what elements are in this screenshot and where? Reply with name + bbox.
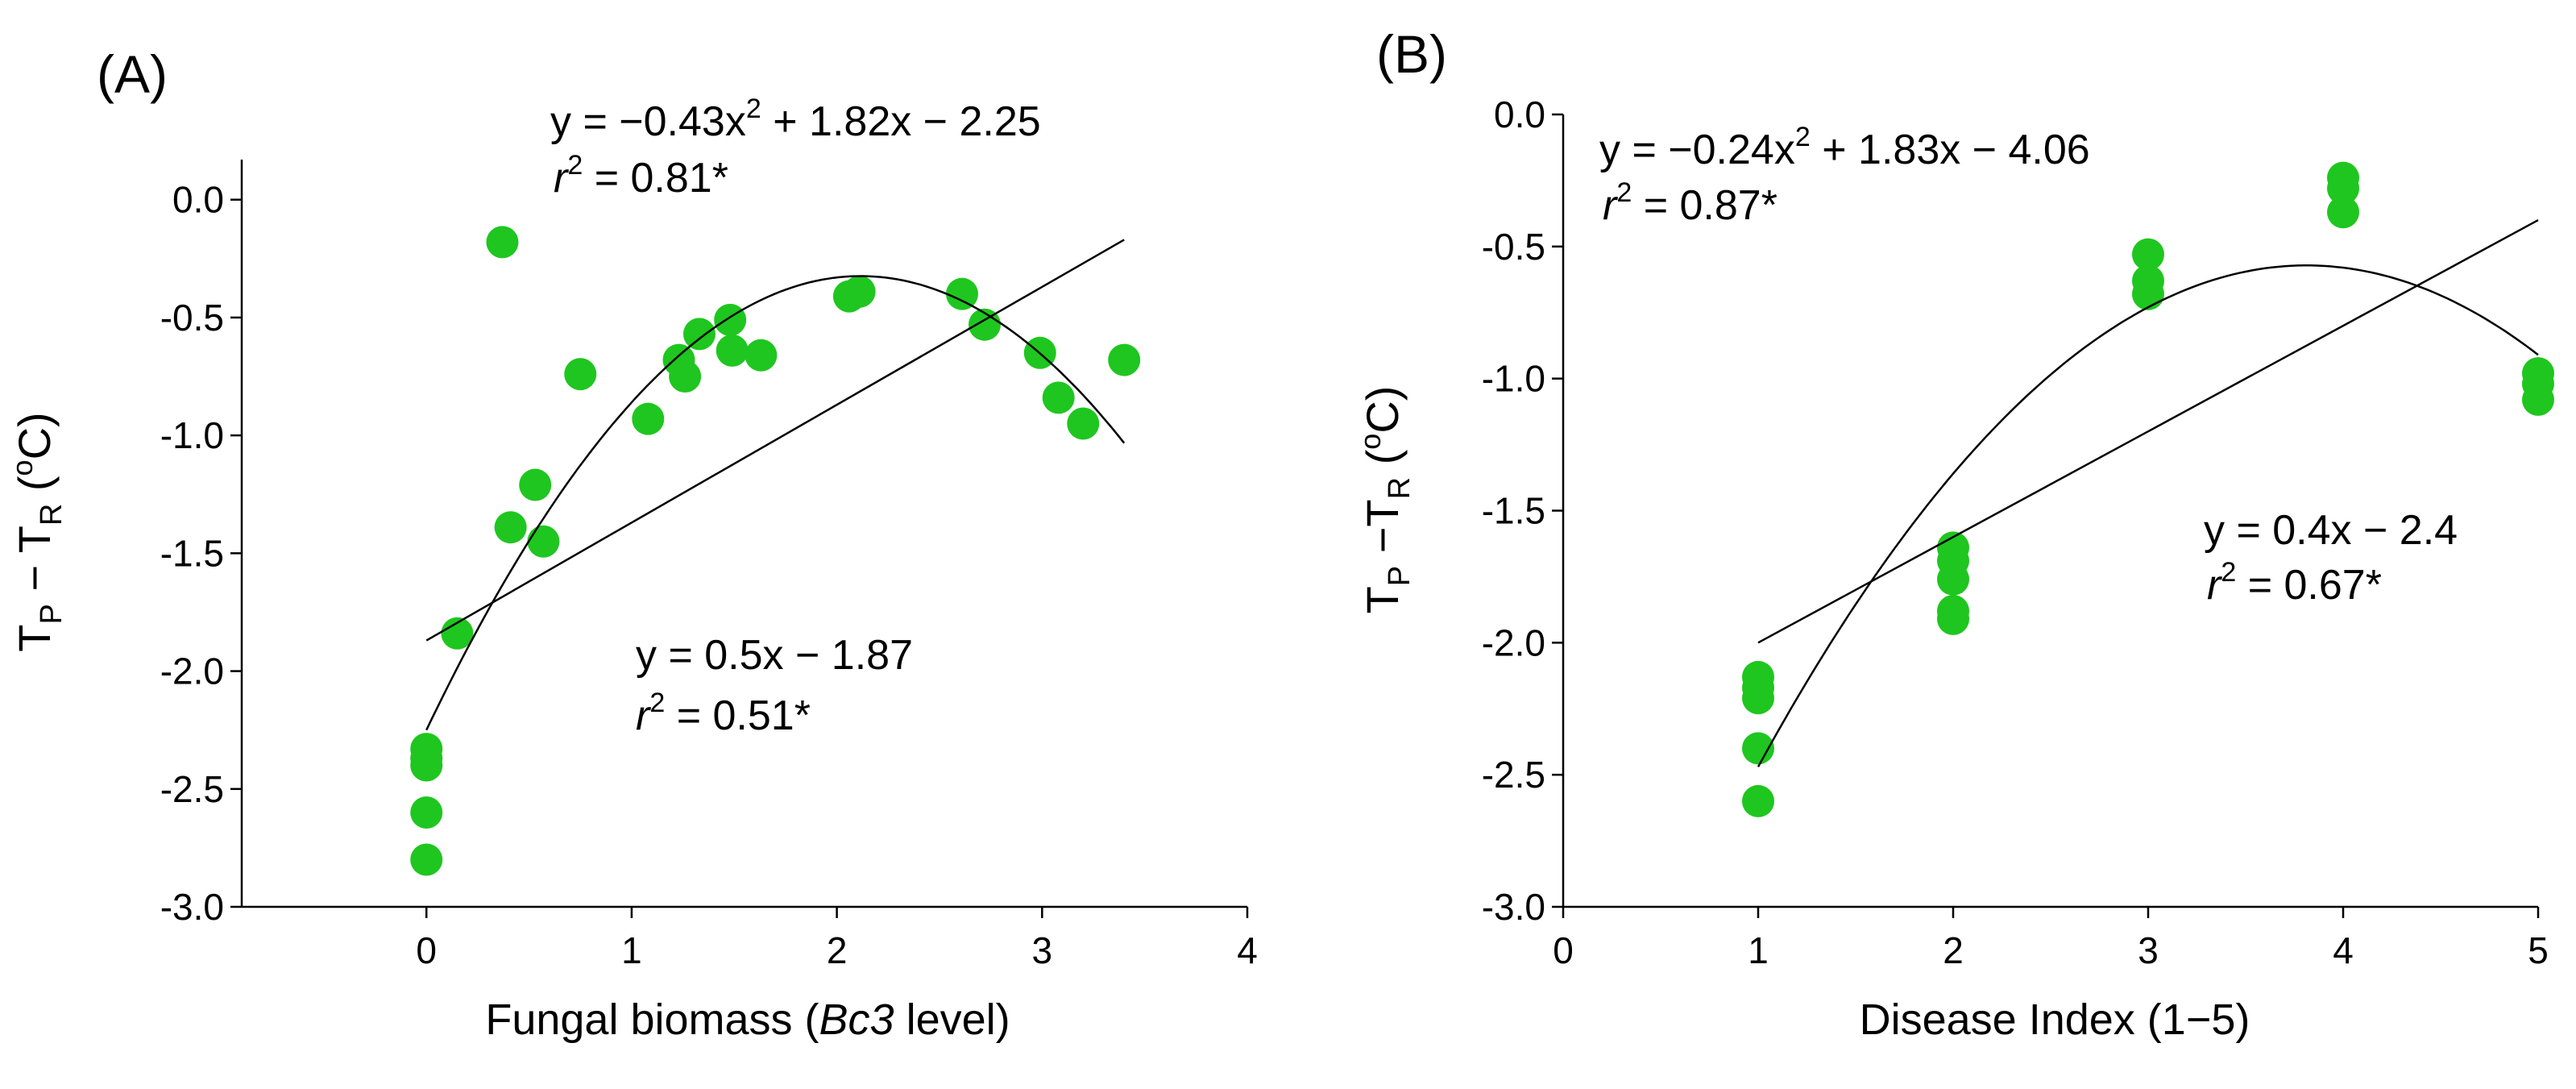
panel-a-quadratic-equation: y = −0.43x2 + 1.82x − 2.25 (550, 94, 1041, 145)
panel-a-y-tick-label: -3.0 (160, 886, 224, 928)
panel-b-data-point (2132, 277, 2164, 310)
panel-a-x-tick-label: 4 (1237, 929, 1258, 971)
panel-a-x-tick-label: 1 (621, 929, 642, 971)
panel-b-y-tick-label: -1.5 (1482, 490, 1545, 532)
panel-a: (A) 0.0 -0.5 -1.0 -1.5 -2.0 -2.5 -3.0 0 1 2 3 4 y … (6, 44, 1258, 1044)
panel-a-quadratic-r2: r2 = 0.81* (554, 150, 728, 202)
panel-b-x-axis-label: Disease Index (1−5) (1860, 995, 2250, 1044)
panel-a-data-point (519, 468, 552, 501)
panel-b-linear-equation: y = 0.4x − 2.4 (2204, 507, 2458, 554)
panel-b-data-point (2132, 238, 2164, 271)
panel-b-x-tick-label: 1 (1748, 929, 1769, 971)
panel-a-linear-equation: y = 0.5x − 1.87 (636, 632, 913, 679)
panel-b-linear-fit (1757, 218, 2539, 644)
panel-a-data-point (682, 318, 716, 351)
panel-a-x-axis-label: Fungal biomass (Bc3 level) (485, 995, 1010, 1044)
panel-b-x-ticks: 0 1 2 3 4 5 (1553, 907, 2549, 971)
panel-a-data-point (716, 334, 749, 367)
panel-a-data-point (968, 308, 1001, 341)
panel-b-label: (B) (1376, 24, 1447, 84)
panel-a-data-point (1042, 381, 1075, 414)
panel-a-data-point (745, 339, 778, 372)
panel-a-data-point (1108, 343, 1141, 376)
panel-b-data-point (2522, 383, 2554, 416)
panel-a-points (410, 226, 1141, 876)
panel-a-data-point (1067, 407, 1100, 440)
panel-a-data-point (441, 617, 474, 650)
panel-b-x-tick-label: 3 (2138, 929, 2159, 971)
panel-b-y-tick-label: -1.0 (1482, 358, 1545, 400)
panel-a-y-tick-label: 0.0 (172, 179, 224, 221)
panel-a-y-ticks: 0.0 -0.5 -1.0 -1.5 -2.0 -2.5 -3.0 (160, 179, 242, 928)
panel-a-linear-r2: r2 = 0.51* (636, 688, 811, 739)
panel-a-data-point (410, 796, 443, 829)
panel-a-y-tick-label: -1.0 (160, 414, 224, 456)
panel-b-data-point (2327, 172, 2359, 205)
panel-b-x-tick-label: 5 (2528, 929, 2549, 971)
panel-b-x-tick-label: 4 (2333, 929, 2354, 971)
panel-b-y-ticks: 0.0 -0.5 -1.0 -1.5 -2.0 -2.5 -3.0 (1482, 94, 1563, 928)
panel-a-data-point (494, 511, 527, 544)
panel-a-x-tick-label: 2 (827, 929, 848, 971)
panel-b-data-point (1937, 602, 1969, 635)
panel-b-data-point (2327, 196, 2359, 229)
panel-a-y-axis-label: TP − TR (oC) (6, 412, 68, 651)
panel-a-x-tick-label: 0 (416, 929, 437, 971)
panel-a-data-point (843, 275, 876, 308)
panel-b-linear-r2: r2 = 0.67* (2207, 557, 2382, 609)
panel-b-x-tick-label: 2 (1943, 929, 1964, 971)
panel-a-y-tick-label: -2.0 (160, 650, 224, 692)
panel-b-data-point (1742, 682, 1774, 715)
panel-b-points (1742, 161, 2554, 817)
panel-b-data-point (1742, 732, 1774, 765)
panel-a-y-tick-label: -1.5 (160, 532, 224, 574)
panel-b-y-tick-label: -3.0 (1482, 886, 1545, 928)
panel-a-data-point (564, 358, 597, 391)
panel-a-x-tick-label: 3 (1032, 929, 1053, 971)
panel-a-y-tick-label: -0.5 (160, 297, 224, 339)
panel-b-quadratic-equation: y = −0.24x2 + 1.83x − 4.06 (1599, 122, 2090, 173)
panel-a-y-tick-label: -2.5 (160, 768, 224, 810)
panel-a-data-point (632, 402, 665, 435)
panel-a-linear-fit (425, 239, 1125, 642)
panel-a-label: (A) (97, 44, 168, 104)
panel-a-quadratic-fit (425, 275, 1126, 731)
panel-a-data-point (410, 843, 443, 876)
panel-b-y-axis-label: TP −TR (oC) (1354, 386, 1417, 614)
panel-b-y-tick-label: -2.0 (1482, 621, 1545, 663)
panel-b-x-tick-label: 0 (1553, 929, 1574, 971)
panel-b-quadratic-r2: r2 = 0.87* (1603, 177, 1777, 229)
panel-a-data-point (945, 277, 978, 310)
panel-b-data-point (1742, 784, 1774, 817)
panel-a-x-ticks: 0 1 2 3 4 (416, 907, 1258, 971)
panel-b-y-tick-label: 0.0 (1494, 94, 1545, 135)
panel-a-data-point (527, 525, 560, 558)
panel-b-quadratic-fit (1757, 264, 2539, 767)
panel-b-data-point (1937, 563, 1969, 596)
panel-a-data-point (486, 226, 519, 259)
panel-b-y-tick-label: -2.5 (1482, 754, 1545, 796)
panel-a-data-point (669, 360, 702, 393)
panel-a-data-point (410, 749, 443, 782)
panel-a-data-point (714, 303, 747, 336)
panel-b: (B) 0.0 -0.5 -1.0 -1.5 -2.0 -2.5 -3.0 0 1 2 3 4 5 y… (1354, 24, 2554, 1044)
panel-b-y-tick-label: -0.5 (1482, 226, 1545, 268)
